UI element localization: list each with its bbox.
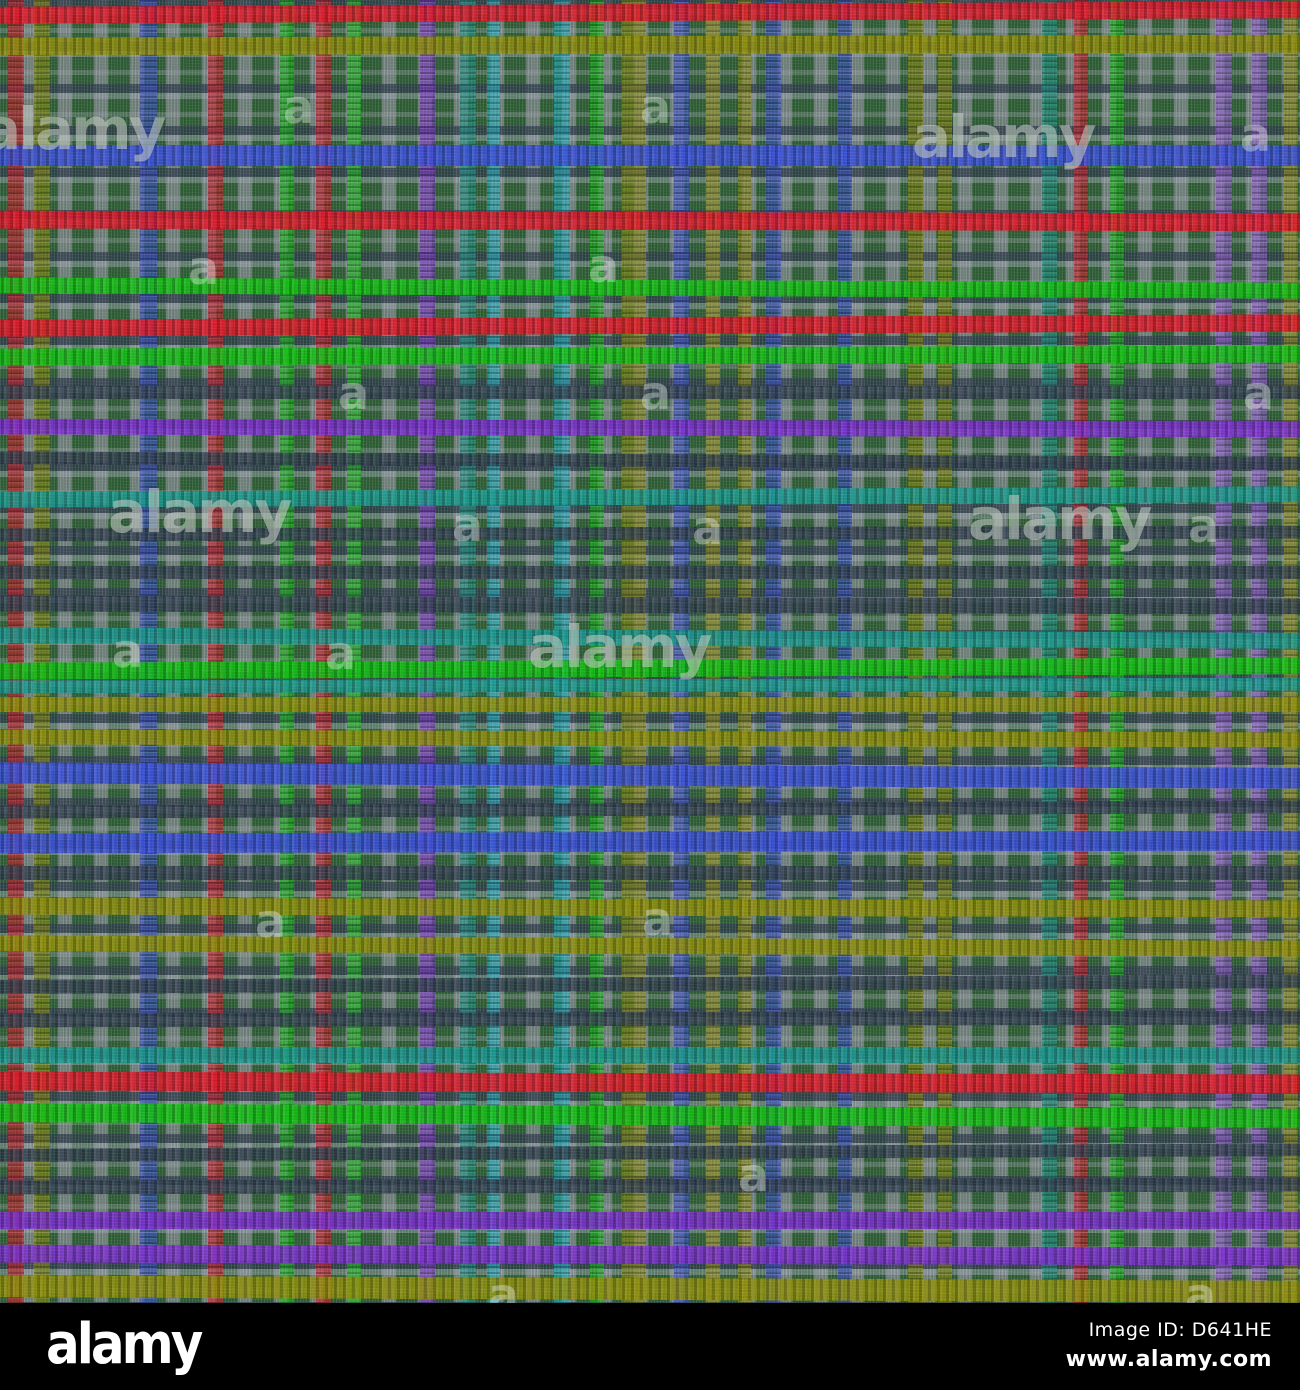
a-watermark: a [640, 80, 672, 134]
horizontal-stripe-slate [0, 800, 1300, 819]
a-watermark: a [1243, 366, 1275, 420]
horizontal-stripe-green [0, 345, 1300, 366]
plaid-pattern-image: alamyalamyalamyalamyalamyalamyaaaaaaaaaa… [0, 0, 1300, 1303]
alamy-watermark: alamy [968, 485, 1152, 553]
a-watermark: a [188, 241, 220, 295]
a-watermark: a [1188, 499, 1220, 553]
a-watermark: a [640, 366, 672, 420]
horizontal-stripe-blue [0, 830, 1300, 854]
horizontal-stripe-purple [0, 1244, 1300, 1266]
horizontal-stripe-red [0, 1, 1300, 24]
alamy-watermark: alamy [912, 103, 1096, 171]
alamy-watermark: alamy [528, 613, 712, 681]
horizontal-stripe-slate [0, 1143, 1300, 1162]
alamy-url-text: www.alamy.com [1065, 1347, 1272, 1372]
horizontal-stripe-slate [0, 566, 1300, 579]
horizontal-stripe-red [0, 1071, 1300, 1094]
horizontal-stripe-teal [0, 1047, 1300, 1063]
horizontal-stripe-slate [0, 451, 1300, 470]
horizontal-stripe-slate [0, 386, 1300, 399]
horizontal-stripe-slate [0, 595, 1300, 615]
a-watermark: a [642, 892, 674, 946]
a-watermark: a [325, 626, 357, 680]
horizontal-stripe-slate [0, 866, 1300, 880]
horizontal-stripe-slate [0, 974, 1300, 994]
horizontal-stripe-green [0, 1103, 1300, 1128]
horizontal-stripe-purple [0, 1212, 1300, 1229]
horizontal-stripe-slate [0, 1177, 1300, 1195]
vertical-stripe-olive [1284, 0, 1298, 1303]
horizontal-stripe-blue [0, 762, 1300, 789]
a-watermark: a [1185, 1268, 1217, 1303]
footer-credits: Image ID: D641HE www.alamy.com [1066, 1319, 1272, 1372]
alamy-watermark: alamy [108, 478, 292, 546]
horizontal-stripe-olive [0, 697, 1300, 712]
horizontal-stripe-purple [0, 418, 1300, 438]
a-watermark: a [488, 1268, 520, 1303]
a-watermark: a [588, 239, 620, 293]
a-watermark: a [338, 366, 370, 420]
a-watermark: a [692, 501, 724, 555]
a-watermark: a [1240, 108, 1272, 162]
horizontal-stripe-blue [0, 145, 1300, 166]
horizontal-stripe-red [0, 210, 1300, 232]
horizontal-stripe-slate [0, 1010, 1300, 1028]
a-watermark: a [283, 80, 315, 134]
a-watermark: a [738, 1148, 770, 1202]
image-id-text: Image ID: D641HE [1088, 1319, 1272, 1341]
alamy-footer-bar: alamy Image ID: D641HE www.alamy.com [0, 1303, 1300, 1390]
a-watermark: a [452, 498, 484, 552]
horizontal-stripe-olive [0, 729, 1300, 748]
a-watermark: a [255, 894, 287, 948]
alamy-watermark: alamy [0, 95, 166, 163]
a-watermark: a [112, 624, 144, 678]
horizontal-stripe-red [0, 314, 1300, 337]
alamy-logo: alamy [46, 1311, 203, 1377]
horizontal-stripe-olive [0, 34, 1300, 56]
horizontal-stripe-olive [0, 1275, 1300, 1303]
